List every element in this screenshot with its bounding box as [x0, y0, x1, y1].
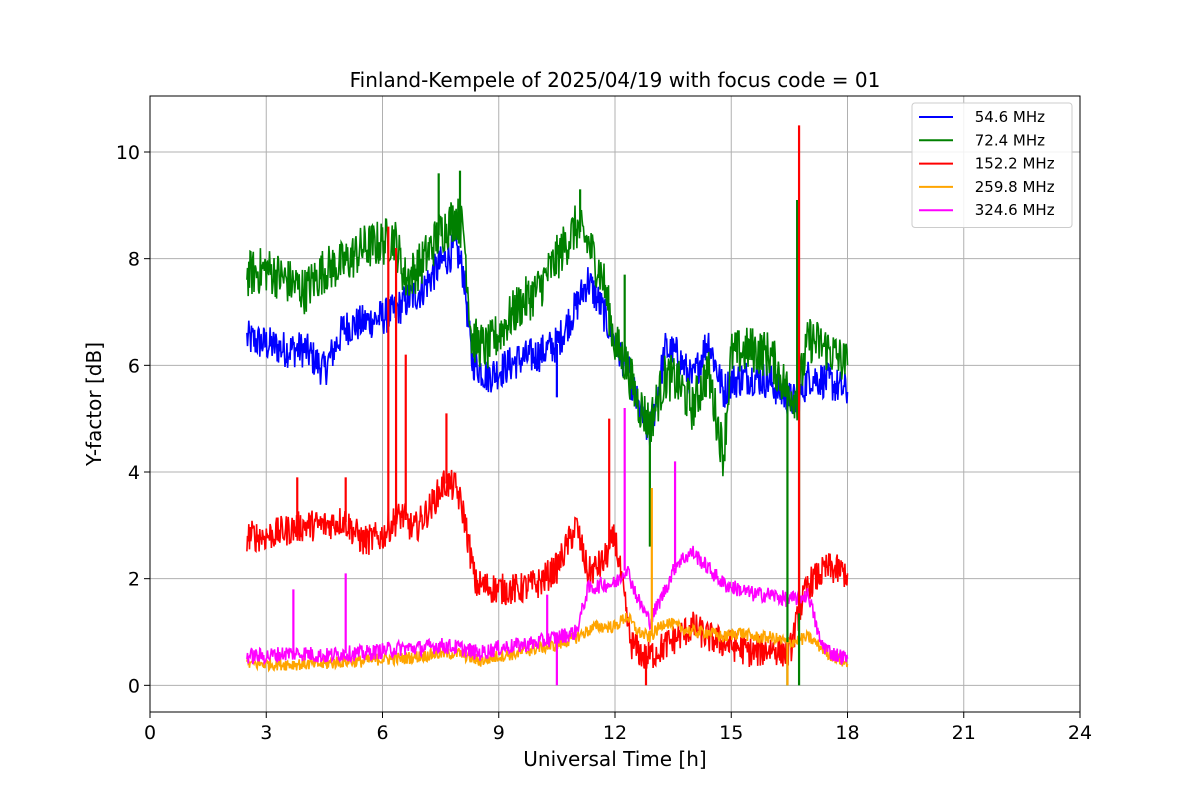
x-axis-title: Universal Time [h] — [523, 747, 706, 771]
x-tick-label: 21 — [952, 722, 976, 744]
grid — [149, 96, 1081, 712]
y-tick-label: 10 — [116, 142, 140, 164]
legend-label: 72.4 MHz — [970, 131, 1045, 149]
series-line-3 — [246, 611, 849, 673]
y-axis-title: Y-factor [dB] — [82, 342, 106, 467]
x-tick-label: 24 — [1068, 722, 1092, 744]
x-tick-label: 15 — [719, 722, 743, 744]
series-line-0 — [246, 229, 849, 449]
y-tick-label: 8 — [128, 249, 140, 271]
y-tick-label: 6 — [128, 355, 140, 377]
chart-title: Finland-Kempele of 2025/04/19 with focus… — [350, 68, 881, 92]
series-layer — [246, 125, 849, 686]
y-tick-label: 4 — [128, 462, 140, 484]
x-tick-label: 18 — [835, 722, 859, 744]
legend-label: 54.6 MHz — [970, 108, 1045, 126]
x-tick-label: 0 — [144, 722, 156, 744]
series-line-2 — [246, 469, 849, 670]
y-tick-label: 0 — [128, 675, 140, 697]
legend-box — [911, 102, 1073, 228]
x-tick-label: 9 — [493, 722, 505, 744]
x-tick-label: 3 — [260, 722, 272, 744]
legend-label: 152.2 MHz — [970, 155, 1055, 173]
series-line-1 — [246, 198, 849, 477]
legend: 54.6 MHz 72.4 MHz 152.2 MHz 259.8 MHz 32… — [911, 102, 1073, 228]
x-tick-label: 12 — [603, 722, 627, 744]
x-tick-label: 6 — [376, 722, 388, 744]
y-tick-label: 2 — [128, 569, 140, 591]
legend-label: 324.6 MHz — [970, 201, 1055, 219]
legend-label: 259.8 MHz — [970, 178, 1055, 196]
